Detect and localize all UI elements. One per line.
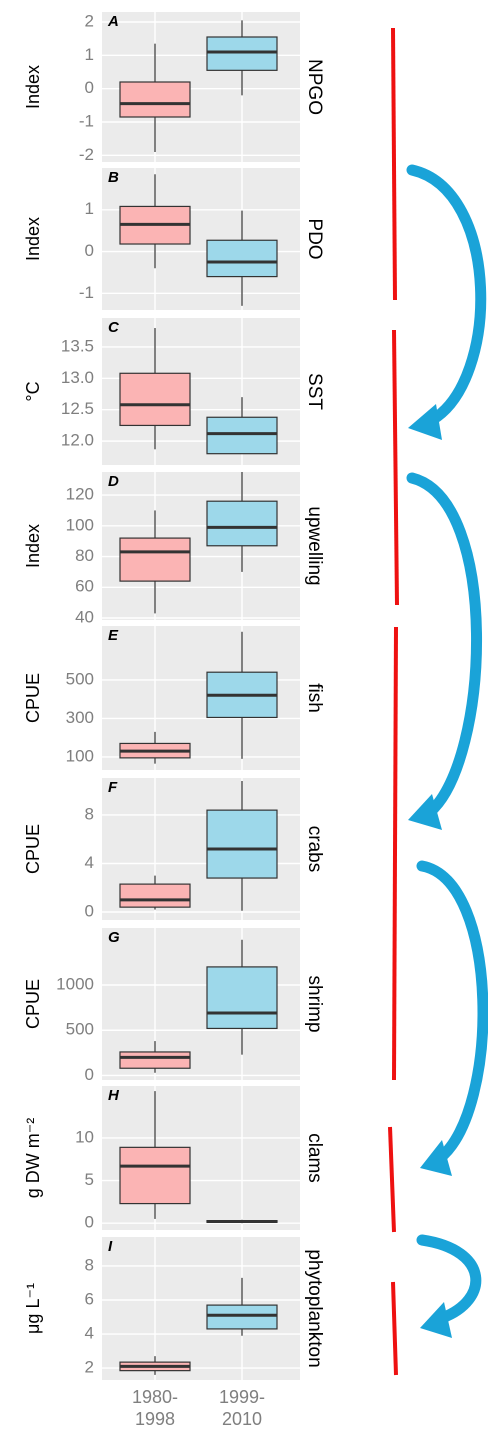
arrowhead [420,1302,452,1338]
arrowheads [408,404,452,1338]
strip-label: upwelling [304,506,325,585]
panel-label: F [108,779,118,796]
y-tick-label: 500 [66,1020,94,1039]
strip-label: clams [304,1133,325,1183]
panel-label: H [108,1087,120,1104]
y-axis-label: Index [23,65,43,109]
box [206,500,278,547]
y-tick-label: -1 [79,283,94,302]
panel-label: A [107,13,119,30]
box [206,36,278,71]
box [119,81,191,118]
y-tick-label: 13.0 [61,368,94,387]
y-axis-label: Index [23,524,43,568]
box [119,537,191,582]
y-tick-label: 80 [75,546,94,565]
box [206,809,278,879]
red-line [391,1281,398,1376]
arrowhead [408,794,442,830]
y-tick-label: 1000 [56,974,94,993]
y-tick-label: 10 [75,1127,94,1146]
red-line [392,626,398,1081]
box [206,416,278,455]
y-axis-label: CPUE [23,979,43,1029]
y-axis-label: g DW m⁻² [23,1118,43,1199]
box [206,966,278,1030]
y-tick-label: 120 [66,485,94,504]
diagram-links [388,27,488,1376]
y-tick-label: 6 [85,1289,94,1308]
y-axis-label: °C [23,381,43,401]
arrow [416,1234,482,1324]
y-tick-label: 13.5 [61,336,94,355]
x-tick-label: 1999- 2010 [218,1387,266,1429]
y-tick-label: 300 [66,708,94,727]
x-tick-label: 1980- 1998 [131,1387,179,1429]
y-tick-label: 0 [85,241,94,260]
strip-label: SST [304,373,325,410]
y-tick-label: 12.0 [61,431,94,450]
strip-label: PDO [304,218,325,259]
panel-label: G [108,929,120,946]
y-tick-label: 4 [85,1324,94,1343]
y-tick-label: 0 [85,901,94,920]
box [206,239,278,278]
red-line [391,27,397,301]
arrowhead [420,1140,452,1176]
red-lines [388,27,399,1376]
arrow [406,472,483,818]
y-tick-label: 5 [85,1170,94,1189]
arrow [406,164,487,426]
y-tick-label: 2 [85,1358,94,1377]
y-tick-label: 2 [85,11,94,30]
arrowhead [408,404,442,440]
box [119,883,191,908]
y-axis-label: μg L⁻¹ [23,1283,43,1334]
y-axis-label: Index [23,217,43,261]
y-tick-label: 100 [66,746,94,765]
y-tick-label: 8 [85,804,94,823]
strip-label: phytoplankton [304,1249,325,1367]
y-tick-label: 0 [85,78,94,97]
y-tick-label: 1 [85,199,94,218]
y-tick-label: 8 [85,1255,94,1274]
y-tick-label: 0 [85,1213,94,1232]
box [119,1146,191,1205]
panel-label: I [108,1238,113,1255]
y-tick-label: -1 [79,111,94,130]
strip-label: fish [304,683,325,713]
red-line [388,1126,396,1233]
arrow [416,860,488,1164]
y-tick-label: 40 [75,607,94,626]
box [119,1051,191,1069]
red-line [392,329,399,606]
y-tick-label: 500 [66,669,94,688]
strip-label: shrimp [304,975,325,1032]
strip-label: NPGO [304,59,325,115]
y-tick-label: -2 [79,145,94,164]
box [206,1304,278,1330]
y-tick-label: 4 [85,853,94,872]
y-axis-label: CPUE [23,673,43,723]
y-tick-label: 12.5 [61,399,94,418]
y-tick-label: 100 [66,515,94,534]
y-axis-label: CPUE [23,824,43,874]
panel-label: D [108,473,119,490]
panel-label: C [108,319,120,336]
box [119,372,191,427]
arrows [406,164,488,1324]
y-tick-label: 1 [85,45,94,64]
strip-label: crabs [304,826,325,872]
y-tick-label: 60 [75,577,94,596]
panel-label: B [108,169,119,186]
y-tick-label: 0 [85,1065,94,1084]
panel-label: E [108,627,119,644]
